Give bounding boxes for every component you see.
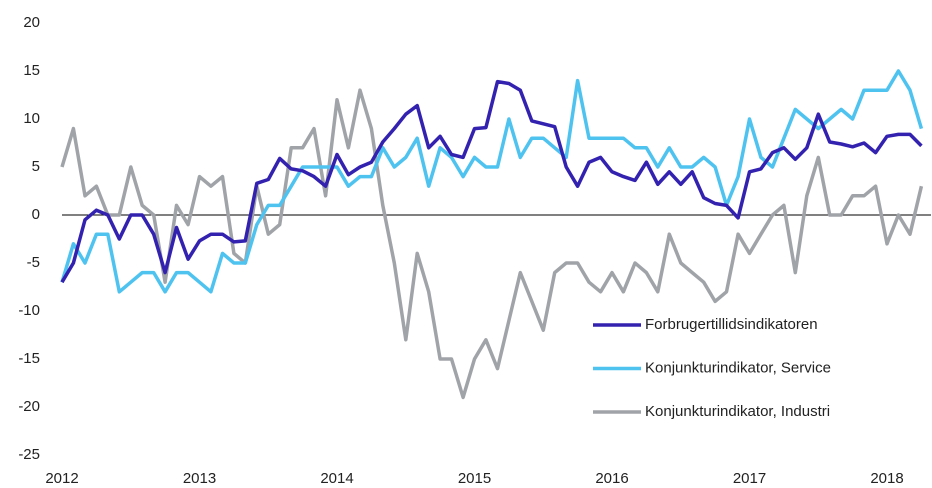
- y-tick-label: 15: [23, 62, 40, 79]
- x-tick-label: 2013: [183, 470, 216, 487]
- y-tick-label: 10: [23, 110, 40, 127]
- series-line: [60, 79, 923, 284]
- y-tick-label: 20: [23, 14, 40, 31]
- legend-label: Konjunkturindikator, Service: [645, 359, 831, 376]
- series-line: [60, 69, 924, 294]
- x-tick-label: 2018: [870, 470, 903, 487]
- y-tick-label: -5: [27, 254, 40, 271]
- y-tick-label: -25: [18, 446, 40, 463]
- y-tick-label: 5: [32, 158, 40, 175]
- x-tick-label: 2014: [320, 470, 353, 487]
- y-tick-label: -15: [18, 350, 40, 367]
- legend-label: Konjunkturindikator, Industri: [645, 403, 830, 420]
- y-tick-label: -10: [18, 302, 40, 319]
- x-tick-label: 2017: [733, 470, 766, 487]
- y-tick-label: -20: [18, 398, 40, 415]
- x-tick-label: 2012: [45, 470, 78, 487]
- y-tick-label: 0: [32, 206, 40, 223]
- legend-label: Forbrugertillidsindikatoren: [645, 316, 818, 333]
- x-tick-label: 2016: [595, 470, 628, 487]
- x-tick-label: 2015: [458, 470, 491, 487]
- series-line: [60, 88, 924, 400]
